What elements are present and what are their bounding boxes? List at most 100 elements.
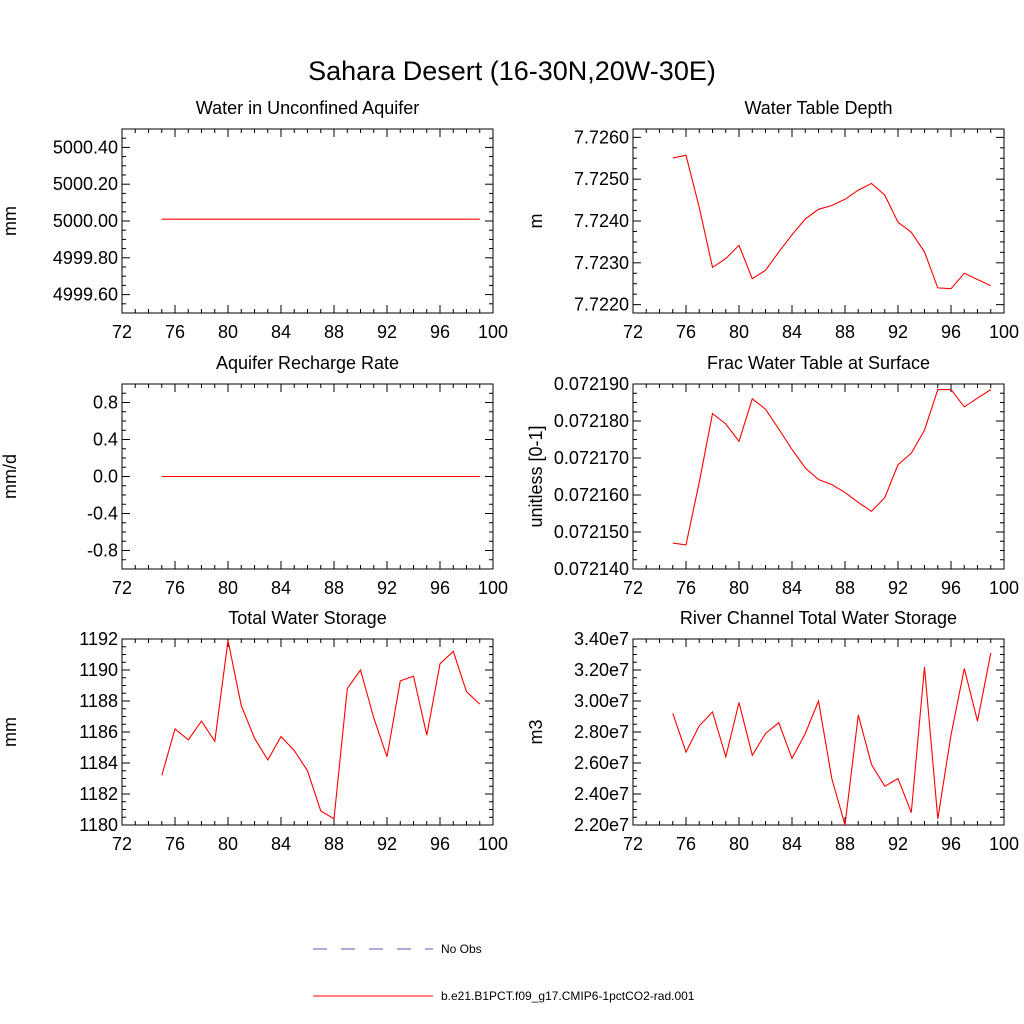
- x-tick-label: 84: [271, 834, 291, 854]
- y-axis-label: unitless [0-1]: [526, 425, 546, 527]
- y-tick-label: 7.7240: [574, 211, 629, 231]
- y-tick-label: 1190: [79, 660, 118, 680]
- plot-frame: [121, 638, 494, 826]
- y-tick-label: 4999.80: [53, 248, 118, 268]
- panel-title: River Channel Total Water Storage: [680, 608, 957, 628]
- y-axis-label: mm: [0, 206, 20, 236]
- x-tick-label: 72: [112, 322, 132, 342]
- x-tick-label: 96: [941, 578, 961, 598]
- y-tick-label: 1186: [79, 722, 118, 742]
- panel-title: Total Water Storage: [228, 608, 386, 628]
- x-tick-label: 84: [271, 578, 291, 598]
- x-tick-label: 80: [729, 322, 749, 342]
- y-axis-label: mm: [0, 717, 20, 747]
- y-tick-label: 7.7220: [574, 295, 629, 315]
- x-tick-label: 88: [324, 834, 344, 854]
- x-tick-label: 88: [835, 322, 855, 342]
- x-tick-label: 72: [623, 578, 643, 598]
- y-tick-label: 1184: [79, 753, 118, 773]
- y-tick-label: 7.7230: [574, 253, 629, 273]
- x-tick-label: 92: [377, 834, 397, 854]
- x-tick-label: 92: [888, 834, 908, 854]
- x-tick-label: 92: [888, 322, 908, 342]
- x-tick-label: 100: [478, 578, 508, 598]
- y-tick-label: -0.4: [87, 504, 118, 524]
- y-tick-label: 3.20e7: [574, 660, 629, 680]
- y-tick-label: 3.40e7: [574, 629, 629, 649]
- y-axis-label: mm/d: [0, 454, 20, 499]
- y-tick-label: 2.80e7: [574, 722, 629, 742]
- x-tick-label: 92: [377, 578, 397, 598]
- x-tick-label: 76: [676, 834, 696, 854]
- plot-frame: [632, 383, 1005, 570]
- y-tick-label: 1188: [79, 691, 118, 711]
- panel-title: Water Table Depth: [744, 98, 892, 118]
- x-tick-label: 80: [729, 578, 749, 598]
- plot-frame: [632, 128, 1005, 314]
- panel-2: Water Table Depth 72 76 80 84 88 92 96 100 7.7220…: [526, 98, 1019, 342]
- x-tick-label: 76: [676, 578, 696, 598]
- x-tick-label: 80: [218, 322, 238, 342]
- x-tick-label: 100: [989, 834, 1019, 854]
- y-tick-label: 1180: [79, 815, 118, 835]
- x-tick-label: 92: [377, 322, 397, 342]
- y-tick-label: 0.072190: [554, 374, 629, 394]
- x-tick-label: 76: [165, 834, 185, 854]
- x-tick-label: 84: [782, 834, 802, 854]
- legend-no-obs-label: No Obs: [441, 942, 482, 956]
- panel-5: Total Water Storage 72 76 80 84 88 92 96 100 1180…: [0, 608, 508, 854]
- y-tick-label: 2.40e7: [574, 784, 629, 804]
- panel-4: Frac Water Table at Surface 72 76 80 84 88 92 9…: [526, 353, 1019, 598]
- legend-model-run-label: b.e21.B1PCT.f09_g17.CMIP6-1pctCO2-rad.00…: [441, 989, 695, 1003]
- x-tick-label: 100: [478, 322, 508, 342]
- y-tick-label: 5000.40: [53, 137, 118, 157]
- x-tick-label: 84: [782, 322, 802, 342]
- y-tick-label: 7.7250: [574, 169, 629, 189]
- x-tick-label: 72: [112, 578, 132, 598]
- y-axis-label: m3: [526, 719, 546, 744]
- y-tick-label: 0.072150: [554, 522, 629, 542]
- x-tick-label: 76: [676, 322, 696, 342]
- x-tick-label: 80: [218, 834, 238, 854]
- y-tick-label: 7.7260: [574, 127, 629, 147]
- y-axis-label: m: [526, 214, 546, 229]
- x-tick-label: 76: [165, 578, 185, 598]
- x-tick-label: 96: [430, 834, 450, 854]
- y-tick-label: 2.20e7: [574, 815, 629, 835]
- panels: Water in Unconfined Aquifer 72 76 80 84 88 92 9…: [0, 98, 1019, 854]
- y-tick-label: 5000.00: [53, 211, 118, 231]
- series-line: [161, 640, 481, 820]
- y-tick-label: 0.072180: [554, 411, 629, 431]
- x-tick-label: 96: [941, 322, 961, 342]
- y-tick-label: 3.00e7: [574, 691, 629, 711]
- x-tick-label: 72: [623, 322, 643, 342]
- x-tick-label: 100: [478, 834, 508, 854]
- y-tick-label: 2.60e7: [574, 753, 629, 773]
- y-tick-label: 1182: [79, 784, 118, 804]
- x-tick-label: 96: [941, 834, 961, 854]
- panel-1: Water in Unconfined Aquifer 72 76 80 84 88 92 9…: [0, 98, 508, 342]
- plot-frame: [632, 638, 1005, 826]
- panel-6: River Channel Total Water Storage 72 76 80 8…: [526, 608, 1019, 854]
- x-tick-label: 72: [623, 834, 643, 854]
- x-tick-label: 88: [835, 834, 855, 854]
- y-tick-label: 5000.20: [53, 174, 118, 194]
- x-tick-label: 72: [112, 834, 132, 854]
- x-tick-label: 92: [888, 578, 908, 598]
- y-tick-label: 1192: [79, 629, 118, 649]
- x-tick-label: 96: [430, 322, 450, 342]
- x-tick-label: 96: [430, 578, 450, 598]
- x-tick-label: 88: [835, 578, 855, 598]
- series-line: [672, 389, 992, 546]
- x-tick-label: 88: [324, 322, 344, 342]
- y-tick-label: 0.4: [93, 430, 118, 450]
- legend: No Obs b.e21.B1PCT.f09_g17.CMIP6-1pctCO2…: [313, 942, 695, 1003]
- series-line: [672, 154, 992, 290]
- x-tick-label: 76: [165, 322, 185, 342]
- x-tick-label: 100: [989, 578, 1019, 598]
- x-tick-label: 88: [324, 578, 344, 598]
- panel-title: Frac Water Table at Surface: [707, 353, 930, 373]
- x-tick-label: 84: [271, 322, 291, 342]
- y-tick-label: 4999.60: [53, 285, 118, 305]
